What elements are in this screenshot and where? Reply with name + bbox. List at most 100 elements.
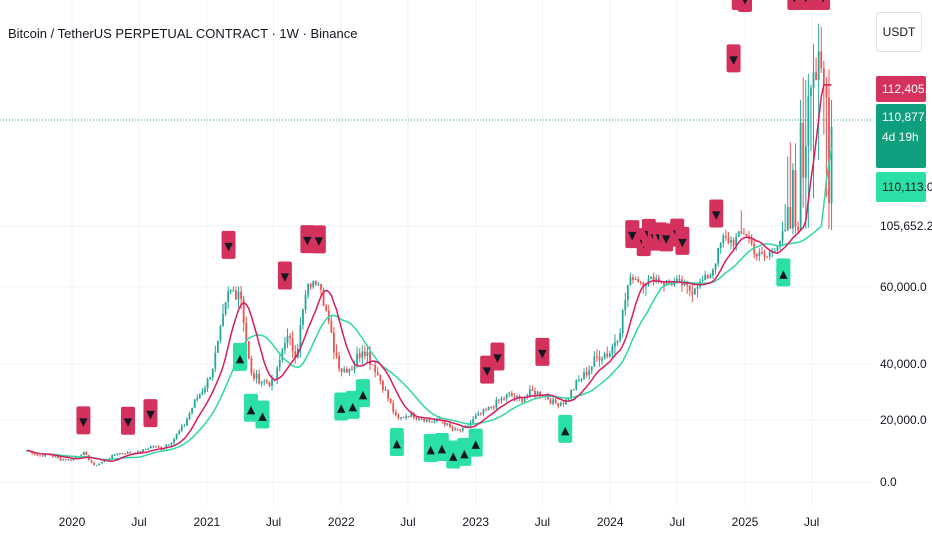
y-tick-label: 0.0 <box>880 475 897 489</box>
candle-body <box>345 368 348 373</box>
candle-body <box>144 449 147 451</box>
candle-body <box>304 294 307 310</box>
sell-signal-marker: ▼ <box>300 225 315 254</box>
buy-signal-marker: ▲ <box>468 428 483 457</box>
up-arrow-icon: ▲ <box>258 410 267 423</box>
marker-box <box>389 427 404 456</box>
x-tick-label: Jul <box>670 515 685 529</box>
candle-body <box>598 356 601 361</box>
marker-box <box>535 337 550 366</box>
candle-body <box>789 206 792 229</box>
candle-body <box>503 398 505 400</box>
candle-body <box>668 282 671 284</box>
candle-body <box>758 252 761 257</box>
candle-body <box>294 351 297 359</box>
candle-body <box>523 397 526 402</box>
candle-body <box>779 240 781 247</box>
sell-signal-marker: ▼ <box>787 0 802 10</box>
down-arrow-icon: ▼ <box>678 236 687 249</box>
candle-body <box>363 351 366 357</box>
grid-lines <box>0 0 872 505</box>
candle-body <box>794 170 797 227</box>
candle-body <box>36 454 39 456</box>
candle-body <box>126 452 129 454</box>
candle-body <box>781 231 784 241</box>
candle-body <box>155 446 157 448</box>
marker-box <box>798 0 813 10</box>
x-tick-label: 2023 <box>462 515 489 529</box>
candle-body <box>670 283 673 286</box>
candle-body <box>590 366 593 371</box>
y-tick-label: 105,652.2 <box>880 219 932 233</box>
down-arrow-icon: ▼ <box>819 0 828 4</box>
candle-body <box>614 342 616 347</box>
candle-body <box>825 85 828 98</box>
buy-signal-marker: ▲ <box>558 414 573 443</box>
candle-body <box>325 305 328 311</box>
down-arrow-icon: ▼ <box>712 209 721 222</box>
candle-body <box>619 333 622 341</box>
sell-signal-marker: ▼ <box>625 220 640 249</box>
buy-signal-marker: ▲ <box>423 434 438 463</box>
candle-body <box>508 392 511 395</box>
x-tick-label: Jul <box>535 515 550 529</box>
y-tick-label: 20,000.0 <box>880 413 927 427</box>
buy-signal-marker: ▲ <box>776 258 791 287</box>
buy-signal-marker: ▲ <box>446 440 461 469</box>
up-arrow-icon: ▲ <box>561 424 570 437</box>
candle-body <box>379 374 382 381</box>
candle-body <box>307 283 310 295</box>
candle-body <box>276 367 279 381</box>
marker-box <box>787 0 802 10</box>
candle-body <box>394 411 397 416</box>
buy-signal-marker: ▲ <box>334 392 349 421</box>
marker-box <box>423 434 438 463</box>
candle-body <box>768 252 771 257</box>
sell-signal-marker: ▼ <box>143 399 158 428</box>
currency-unit-button[interactable]: USDT <box>876 12 922 52</box>
sell-signal-marker: ▼ <box>221 230 236 259</box>
candle-body <box>291 337 294 352</box>
candle-body <box>657 278 660 282</box>
up-arrow-icon: ▲ <box>359 388 368 401</box>
sell-signal-marker: ▼ <box>798 0 813 10</box>
down-arrow-icon: ▼ <box>146 408 155 421</box>
candle-body <box>400 417 402 419</box>
candle-body <box>430 421 433 423</box>
candle-body <box>149 446 152 449</box>
sell-signal-marker: ▼ <box>277 261 292 290</box>
candle-body <box>472 418 475 423</box>
candle-body <box>405 416 408 418</box>
candle-body <box>459 429 462 431</box>
candle-body <box>655 278 658 282</box>
candle-body <box>165 445 168 448</box>
candle-body <box>211 368 214 378</box>
candle-body <box>85 451 88 456</box>
candle-body <box>98 463 101 466</box>
sell-signal-marker: ▼ <box>311 225 326 254</box>
candle-body <box>309 283 312 288</box>
marker-box <box>311 225 326 254</box>
sell-signal-marker: ▼ <box>120 406 135 435</box>
candle-body <box>62 459 65 461</box>
marker-box <box>434 433 449 462</box>
candle-body <box>446 423 449 425</box>
candle-body <box>688 285 691 292</box>
candle-body <box>603 353 606 359</box>
candle-body <box>534 390 536 396</box>
candle-body <box>353 365 356 370</box>
buy-signal-marker: ▲ <box>255 400 270 429</box>
candle-body <box>461 427 464 431</box>
down-arrow-icon: ▼ <box>662 232 671 245</box>
marker-box <box>738 0 752 12</box>
candle-body <box>704 274 707 281</box>
candle-body <box>67 459 70 461</box>
candle-body <box>255 373 258 379</box>
candle-body <box>93 462 96 466</box>
candle-body <box>521 398 524 402</box>
candle-body <box>799 122 802 231</box>
candle-body <box>423 419 426 422</box>
candle-body <box>178 430 181 435</box>
candle-body <box>410 413 413 417</box>
